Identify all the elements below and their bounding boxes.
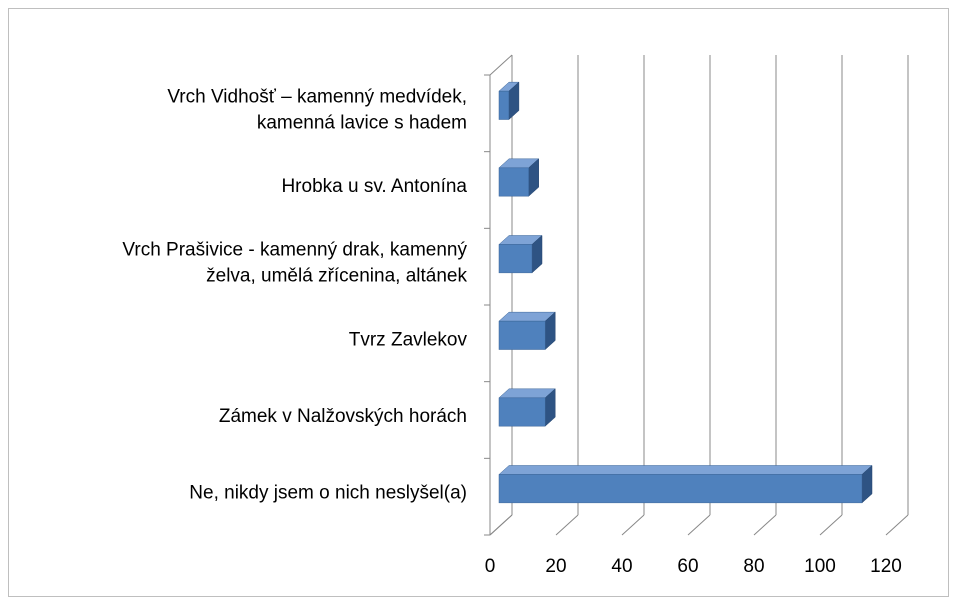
bar: [498, 244, 533, 274]
floor-grid-line: [819, 514, 843, 536]
x-tick-label: 120: [870, 556, 902, 577]
chart-frame: [8, 8, 949, 597]
wall-top-edge: [489, 54, 513, 76]
y-tick-label: Hrobka u sv. Antonína: [281, 176, 467, 197]
floor-grid-line: [885, 514, 909, 536]
y-tick-label: Tvrz Zavlekov: [349, 329, 468, 350]
floor-front: [489, 514, 513, 536]
x-tick-label: 80: [743, 556, 764, 577]
y-tick-label: Vrch Prašivice - kamenný drak, kamenný že…: [122, 240, 467, 287]
y-tick-label: Zámek v Nalžovských horách: [219, 406, 467, 427]
x-tick-label: 40: [611, 556, 632, 577]
floor-grid-line: [555, 514, 579, 536]
bar: [498, 320, 546, 350]
bar: [498, 474, 863, 504]
x-tick-label: 60: [677, 556, 698, 577]
floor-grid-line: [687, 514, 711, 536]
bar-top: [498, 465, 873, 475]
y-tick-label: Ne, nikdy jsem o nich neslyšel(a): [189, 483, 467, 504]
floor-grid-line: [753, 514, 777, 536]
bar: [498, 397, 546, 427]
bar: [498, 90, 510, 120]
floor-grid-line: [621, 514, 645, 536]
x-tick-label: 0: [485, 556, 496, 577]
bar: [498, 167, 529, 197]
y-tick-label: Vrch Vidhošť – kamenný medvídek, kamenná …: [167, 86, 467, 133]
x-tick-label: 100: [804, 556, 836, 577]
x-tick-label: 20: [545, 556, 566, 577]
